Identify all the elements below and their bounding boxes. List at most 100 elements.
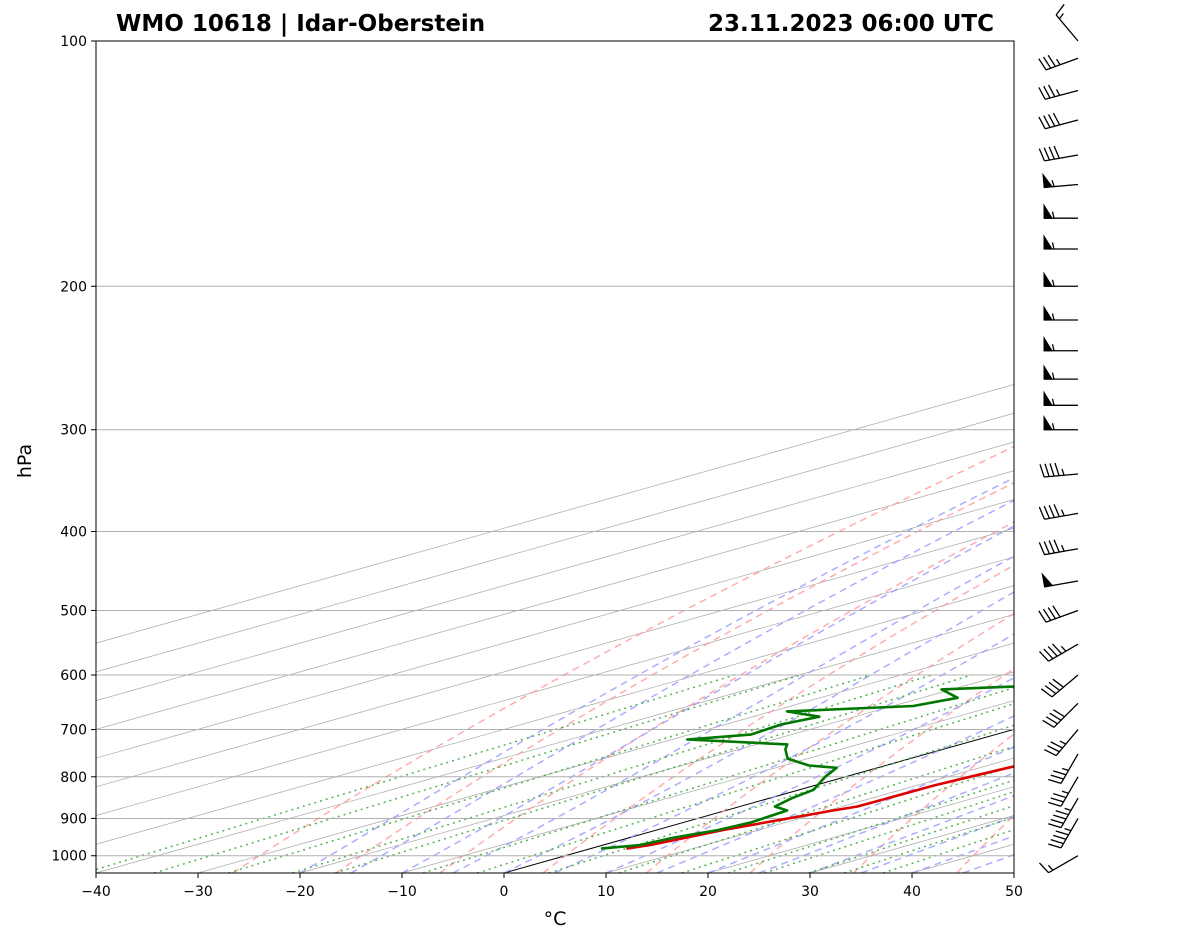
wind-barb-shaft <box>1055 14 1079 42</box>
wind-barb-full <box>1038 58 1047 71</box>
wind-barb-full <box>1043 648 1054 660</box>
wind-barb-full <box>1050 774 1064 780</box>
wind-barb-full <box>1045 716 1058 725</box>
wind-barb-full <box>1044 685 1057 695</box>
pressure-gridlines <box>96 41 1014 857</box>
wind-barb-shaft <box>1045 57 1079 71</box>
wind-barb-full <box>1055 810 1069 816</box>
mixing-ratio-line <box>808 805 1014 873</box>
isotherm <box>197 642 1014 873</box>
x-tick-label: −10 <box>387 884 417 900</box>
moist-adiabat <box>1013 872 1014 873</box>
wind-barb-flag <box>1042 172 1054 188</box>
wind-barb-full <box>1052 605 1061 618</box>
wind-barb-shaft <box>1048 855 1079 874</box>
wind-barb <box>1042 172 1079 189</box>
y-tick-label: 300 <box>60 423 87 439</box>
wind-barb-full <box>1038 116 1046 130</box>
wind-barb-full <box>1048 778 1062 785</box>
dry-adiabat <box>439 521 1014 873</box>
wind-barb-shaft <box>1044 548 1079 556</box>
wind-barb-full <box>1055 830 1069 836</box>
temperature-profile <box>626 765 1014 850</box>
wind-barb-flag <box>1043 414 1053 431</box>
wind-barb-half <box>1059 740 1067 745</box>
wind-barb-shaft <box>1060 776 1079 807</box>
dewpoint-profile <box>600 685 1014 850</box>
wind-barb-full <box>1054 462 1060 476</box>
wind-barb-full <box>1038 87 1046 100</box>
moist-adiabat <box>350 499 1014 873</box>
wind-barb-half <box>1061 767 1069 772</box>
wind-barb-half <box>1051 211 1055 219</box>
wind-barb <box>1048 818 1079 849</box>
wind-barb-shaft <box>1044 119 1079 130</box>
wind-barb <box>1038 84 1079 100</box>
moist-adiabat <box>911 835 1014 873</box>
wind-barb-full <box>1053 834 1067 840</box>
wind-barb <box>1038 855 1079 874</box>
mixing-ratio-line <box>153 674 801 873</box>
y-tick-label: 900 <box>60 811 87 827</box>
wind-barb-full <box>1043 748 1057 757</box>
wind-barb-half <box>1051 279 1055 287</box>
chart-title-time: 23.11.2023 06:00 UTC <box>708 11 994 37</box>
zero-isotherm <box>503 728 1014 873</box>
x-tick-label: 10 <box>597 884 615 900</box>
wind-barb-full <box>1053 770 1067 776</box>
wind-barb-full <box>1044 463 1050 477</box>
isotherm <box>96 470 1014 730</box>
dry-adiabat <box>1060 41 1181 873</box>
wind-barbs <box>1038 3 1079 874</box>
wind-barb-full <box>1052 112 1061 126</box>
moist-adiabat <box>299 477 1014 873</box>
isotherm <box>605 757 1014 873</box>
wind-barb <box>1041 572 1079 588</box>
wind-barb-full <box>1042 719 1055 728</box>
wind-barb <box>1039 462 1079 478</box>
wind-barb-half <box>1055 58 1061 66</box>
wind-barb-full <box>1038 862 1050 874</box>
dry-adiabat <box>1164 41 1181 873</box>
profiles <box>600 685 1014 850</box>
wind-barb <box>1043 364 1078 380</box>
wind-barb <box>1055 3 1079 42</box>
wind-barb-shaft <box>1044 89 1079 100</box>
wind-barb-full <box>1048 843 1062 849</box>
wind-barb <box>1038 145 1079 162</box>
wind-barb-half <box>1061 509 1065 517</box>
wind-barb <box>1038 643 1079 662</box>
y-tick-label: 100 <box>60 34 87 50</box>
y-tick-label: 500 <box>60 603 87 619</box>
wind-barb-full <box>1042 56 1052 69</box>
wind-barb-flag <box>1043 336 1053 352</box>
wind-barb-flag <box>1043 203 1053 219</box>
x-tick-label: 30 <box>801 884 819 900</box>
wind-barb-half <box>1061 790 1069 794</box>
isotherm <box>96 441 1014 701</box>
moist-adiabat <box>860 815 1014 873</box>
wind-barb <box>1043 729 1079 757</box>
wind-barb-flag <box>1043 390 1053 406</box>
x-tick-label: 50 <box>1005 884 1023 900</box>
moist-adiabat <box>452 555 1014 873</box>
wind-barb-full <box>1043 505 1051 519</box>
y-tick-label: 800 <box>60 770 87 786</box>
wind-barb-full <box>1038 148 1046 162</box>
x-axis-label: °C <box>544 908 567 930</box>
wind-barb <box>1038 112 1079 130</box>
wind-barb-full <box>1053 145 1060 159</box>
wind-barb-full <box>1053 814 1067 820</box>
wind-barb-full <box>1047 114 1056 127</box>
wind-barb-half <box>1061 468 1065 476</box>
isotherm <box>96 384 1014 644</box>
wind-barb-half <box>1064 807 1072 811</box>
wind-barb-shaft <box>1051 674 1079 698</box>
plot-frame <box>95 40 1015 874</box>
y-tick-label: 600 <box>60 668 87 684</box>
wind-barb-half <box>1061 544 1065 552</box>
wind-barb <box>1048 797 1079 829</box>
wind-barb-shaft <box>1045 609 1079 623</box>
dry-adiabat <box>852 733 1014 873</box>
moist-adiabat <box>554 633 1014 873</box>
